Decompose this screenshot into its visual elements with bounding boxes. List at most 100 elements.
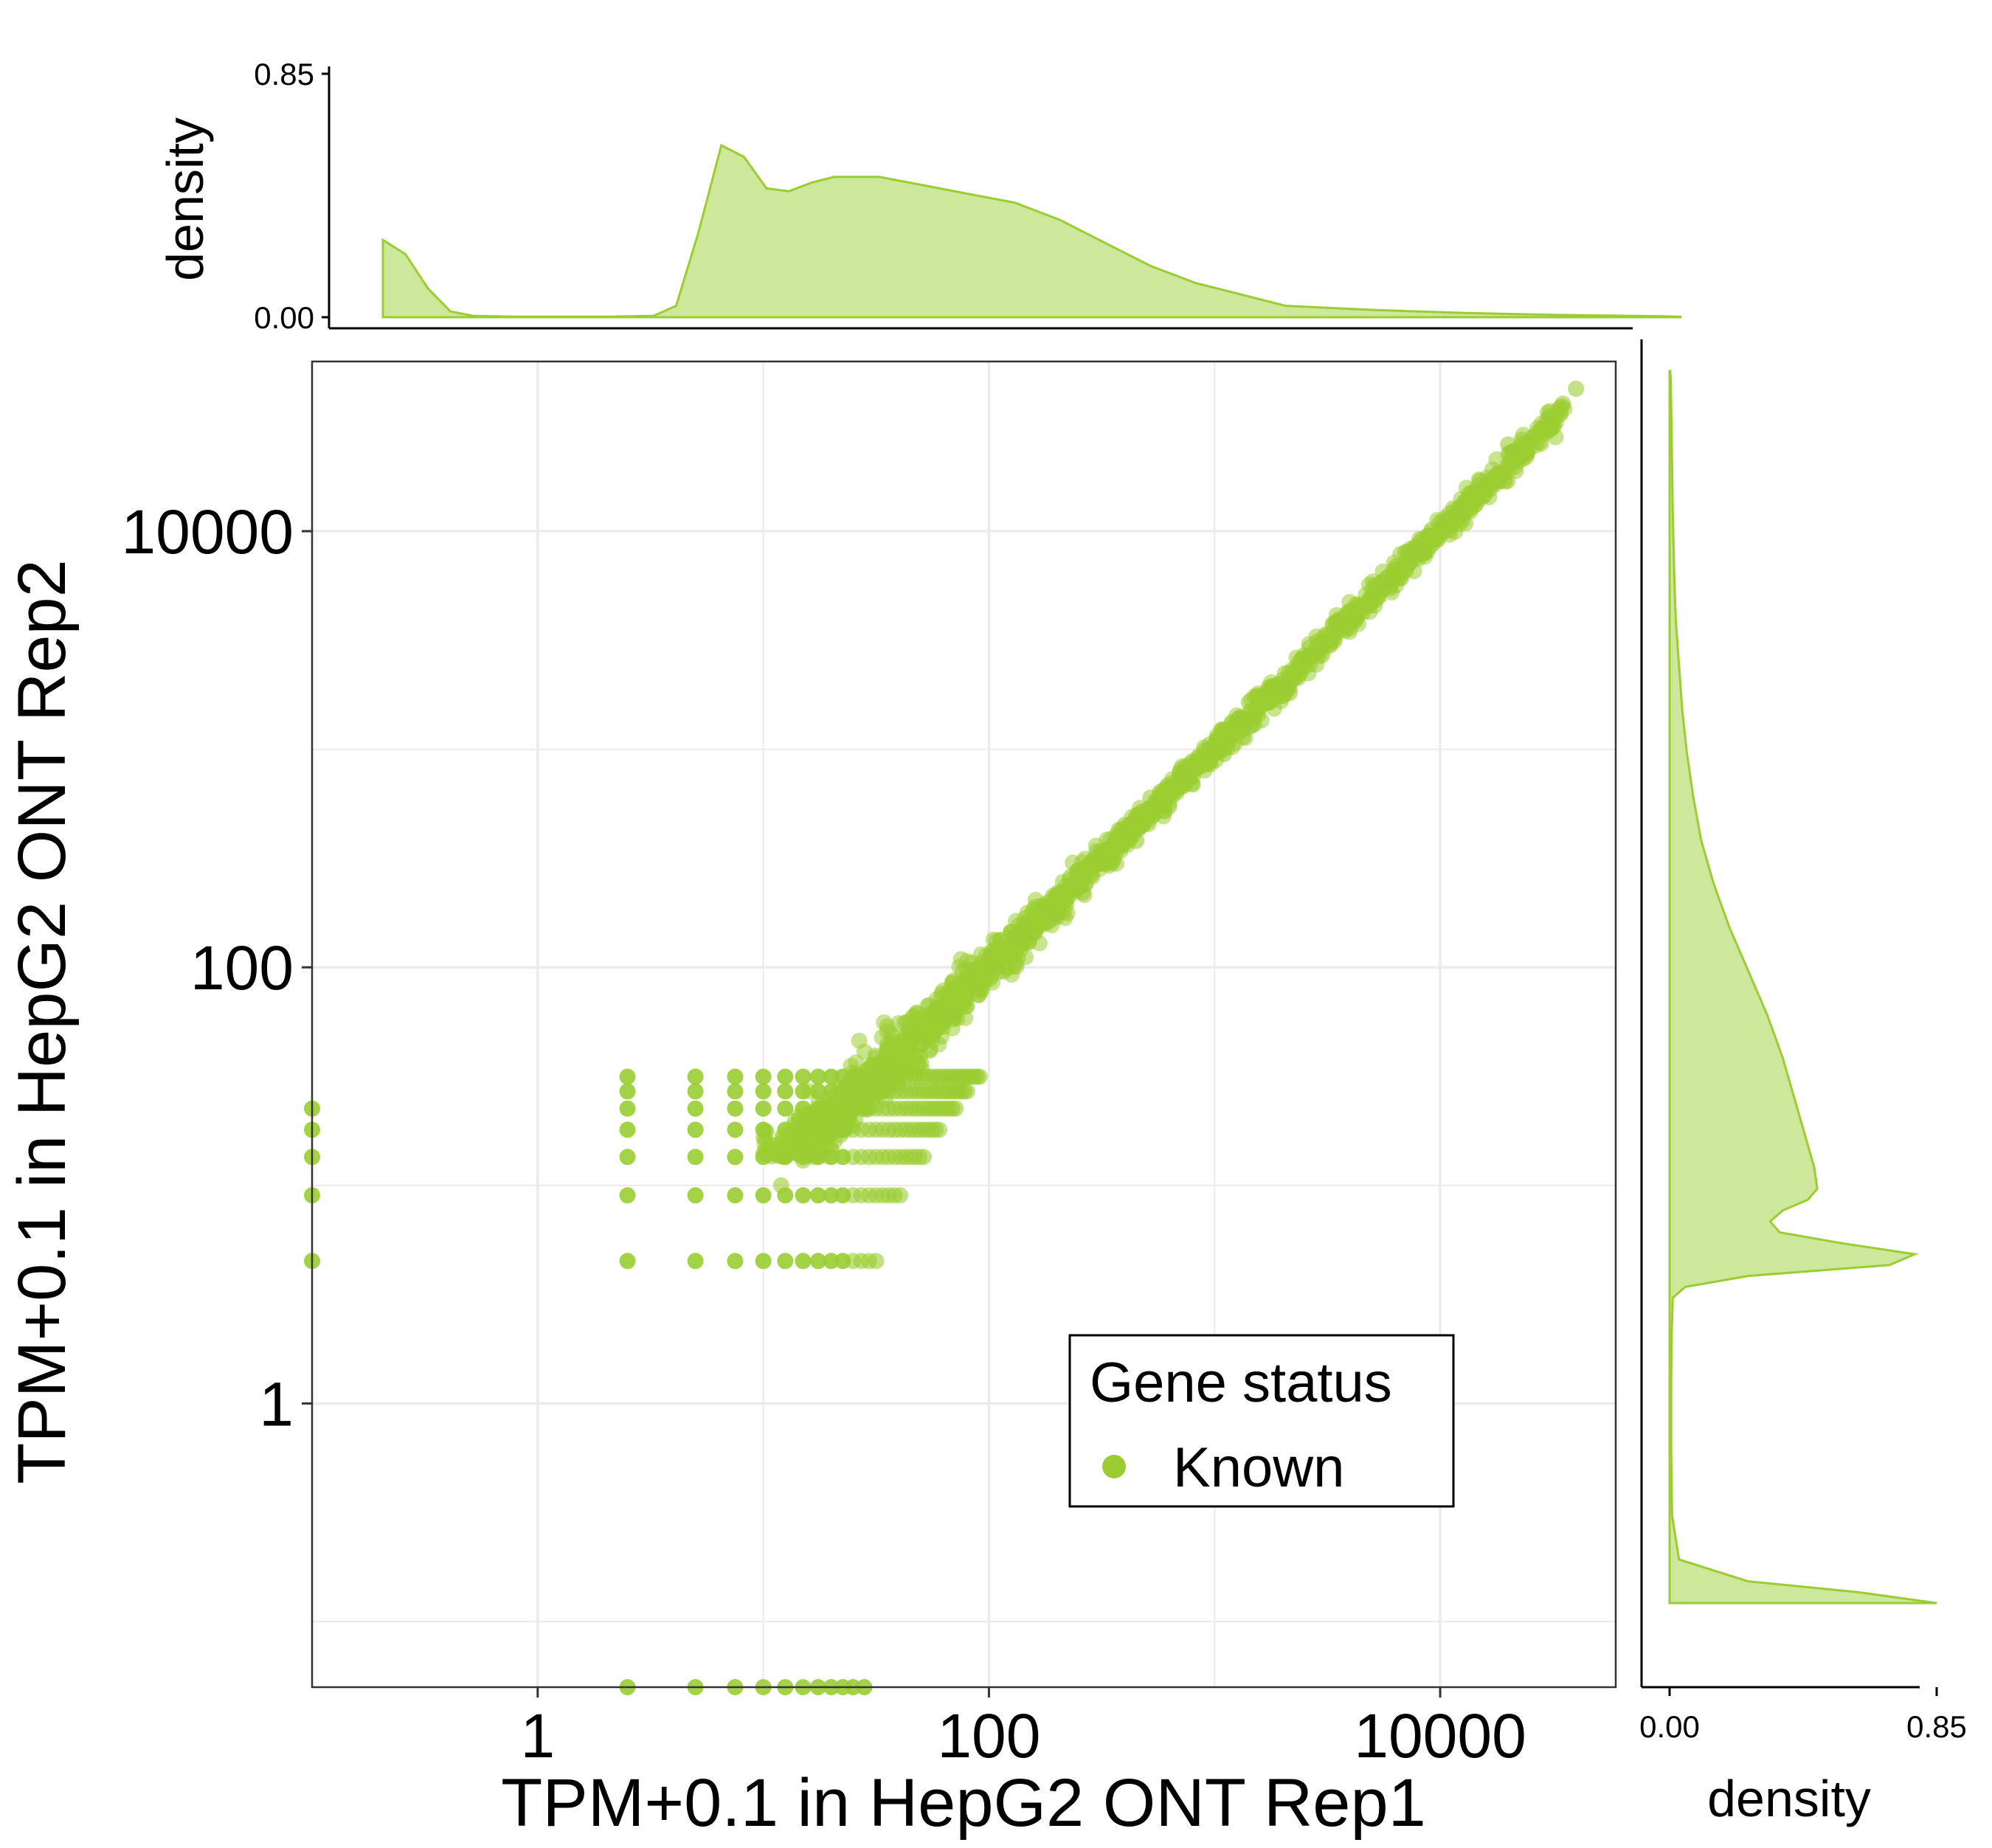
scatter-point <box>916 1149 932 1166</box>
scatter-point <box>1128 832 1145 849</box>
scatter-point <box>619 1187 636 1204</box>
scatter-point <box>777 1121 794 1138</box>
scatter-point <box>727 1068 744 1085</box>
y-tick-label: 10000 <box>121 497 294 567</box>
scatter-point <box>902 1025 919 1042</box>
scatter-point <box>955 994 972 1011</box>
scatter-point <box>1329 615 1346 631</box>
scatter-point <box>823 1253 840 1270</box>
scatter-point <box>874 1029 890 1046</box>
scatter-point <box>1212 727 1228 744</box>
main-scatter-points <box>304 380 1585 1695</box>
scatter-point <box>1046 890 1063 907</box>
scatter-point <box>1287 665 1304 682</box>
scatter-point <box>890 1015 907 1031</box>
scatter-point <box>971 1068 988 1085</box>
scatter-point <box>823 1187 840 1204</box>
scatter-point <box>1088 843 1105 860</box>
scatter-point <box>1279 680 1296 697</box>
scatter-point <box>1006 927 1023 944</box>
scatter-point <box>1471 472 1488 489</box>
scatter-point <box>809 1100 826 1117</box>
scatter-point <box>1500 436 1517 453</box>
legend-title: Gene status <box>1090 1352 1392 1414</box>
scatter-point <box>1450 502 1467 519</box>
scatter-point <box>1020 934 1037 951</box>
scatter-point <box>823 1100 840 1117</box>
scatter-point <box>795 1121 812 1138</box>
scatter-point <box>755 1253 772 1270</box>
top-y-tick-label: 0.85 <box>254 57 314 91</box>
scatter-point <box>1138 805 1155 822</box>
scatter-point <box>851 1032 868 1049</box>
scatter-point <box>1232 709 1249 726</box>
scatter-point <box>727 1121 744 1138</box>
legend-key-known <box>1102 1455 1126 1478</box>
legend: Gene status Known <box>1068 1334 1455 1508</box>
scatter-point <box>848 1054 865 1071</box>
scatter-point <box>930 1000 947 1017</box>
scatter-point <box>619 1253 636 1270</box>
scatter-point <box>1296 647 1313 664</box>
scatter-point <box>1259 694 1276 710</box>
scatter-point <box>947 1100 964 1117</box>
scatter-point <box>1062 868 1079 885</box>
scatter-point <box>795 1253 812 1270</box>
scatter-point <box>755 1068 772 1085</box>
scatter-point <box>1078 859 1095 876</box>
right-density-x-axis: 0.00 0.85 <box>1639 1687 1967 1744</box>
scatter-point <box>755 1187 772 1204</box>
top-y-tick-label: 0.00 <box>254 300 314 335</box>
scatter-point <box>1488 472 1505 489</box>
scatter-point <box>687 1121 704 1138</box>
scatter-point <box>1171 764 1188 781</box>
scatter-point <box>777 1149 794 1166</box>
x-tick-label: 100 <box>937 1701 1040 1771</box>
top-density-curve <box>381 143 1681 319</box>
legend-label-known: Known <box>1173 1436 1344 1499</box>
scatter-point <box>1547 429 1564 446</box>
scatter-point <box>1382 578 1399 595</box>
scatter-point <box>809 1187 826 1204</box>
scatter-point <box>727 1253 744 1270</box>
y-tick-label: 100 <box>190 933 294 1003</box>
top-density-area <box>381 143 1681 319</box>
scatter-point <box>795 1149 812 1166</box>
right-x-tick-label: 0.00 <box>1639 1709 1700 1744</box>
scatter-point <box>892 1187 909 1204</box>
scatter-point <box>619 1083 636 1100</box>
scatter-point <box>809 1149 826 1166</box>
right-density-curve <box>1668 370 1937 1605</box>
scatter-point <box>687 1187 704 1204</box>
scatter-point <box>823 1149 840 1166</box>
scatter-point <box>795 1083 812 1100</box>
scatter-point <box>809 1083 826 1100</box>
scatter-point <box>1032 898 1049 915</box>
scatter-point <box>727 1149 744 1166</box>
scatter-point <box>1116 817 1133 834</box>
scatter-point <box>946 1011 963 1028</box>
legend-box <box>1068 1334 1455 1508</box>
right-density-x-axis-title: density <box>1707 1770 1871 1827</box>
main-y-axis-title: TPM+0.1 in HepG2 ONT Rep2 <box>4 559 80 1484</box>
scatter-point <box>1524 429 1541 446</box>
scatter-point <box>1364 581 1380 598</box>
scatter-point <box>1190 752 1207 769</box>
scatter-point <box>809 1253 826 1270</box>
scatter-point <box>868 1253 885 1270</box>
scatter-point <box>958 1083 975 1100</box>
scatter-point <box>727 1100 744 1117</box>
scatter-point <box>687 1083 704 1100</box>
scatter-point <box>1359 597 1376 614</box>
scatter-point <box>1514 440 1531 457</box>
scatter-point <box>619 1068 636 1085</box>
scatter-point <box>981 950 997 966</box>
scatter-point <box>1142 789 1159 806</box>
scatter-point <box>687 1100 704 1117</box>
scatter-point <box>795 1187 812 1204</box>
scatter-point <box>1568 380 1585 397</box>
scatter-point <box>990 963 1007 980</box>
scatter-point <box>687 1068 704 1085</box>
